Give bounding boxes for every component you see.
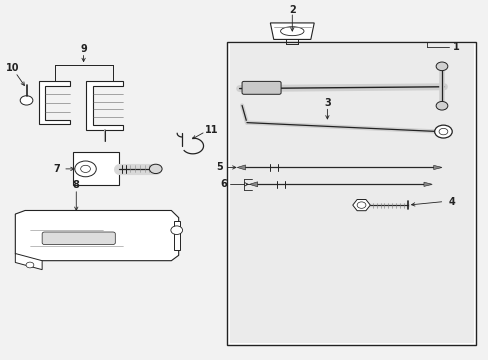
Circle shape [434,125,451,138]
Text: 5: 5 [215,162,222,172]
Text: 10: 10 [6,63,20,73]
Circle shape [435,62,447,71]
Polygon shape [352,199,369,211]
Bar [173,221,179,250]
Polygon shape [15,253,42,270]
Ellipse shape [280,27,304,36]
Text: 2: 2 [288,5,295,15]
Text: 11: 11 [204,125,218,135]
Bar [229,44,473,343]
Polygon shape [86,81,122,130]
Circle shape [81,165,90,172]
Circle shape [356,202,365,208]
Text: 8: 8 [73,180,80,190]
Polygon shape [39,81,70,125]
FancyBboxPatch shape [42,232,115,244]
Polygon shape [237,165,245,170]
Text: 7: 7 [53,164,60,174]
Circle shape [75,161,96,177]
Bar [73,152,119,185]
Circle shape [149,164,162,174]
Circle shape [170,226,182,234]
Polygon shape [270,23,314,40]
Polygon shape [249,182,257,187]
Text: 3: 3 [324,98,330,108]
Circle shape [435,102,447,110]
Text: 1: 1 [452,42,459,52]
Text: 4: 4 [447,197,454,207]
Circle shape [26,262,34,268]
Polygon shape [15,211,178,261]
Circle shape [438,129,447,135]
Text: 6: 6 [220,179,227,189]
Bar [227,42,475,345]
Polygon shape [433,165,441,170]
Polygon shape [423,182,431,186]
Text: 9: 9 [80,44,87,54]
FancyBboxPatch shape [242,81,281,94]
Circle shape [20,96,33,105]
